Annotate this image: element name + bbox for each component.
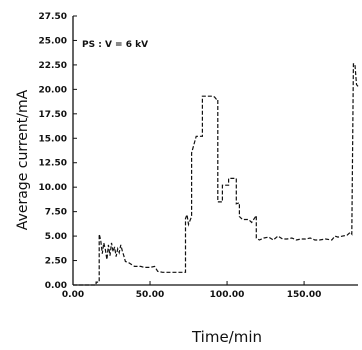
- y-tick-label: 27.50: [39, 12, 67, 22]
- series-line-0: [73, 63, 359, 286]
- y-tick-label: 17.50: [39, 110, 67, 120]
- x-axis-label: Time/min: [191, 328, 262, 346]
- y-tick-label: 2.50: [45, 257, 67, 267]
- x-ticks: 0.00 50.00 100.00 150.00: [62, 281, 322, 300]
- y-tick-label: 22.50: [39, 61, 67, 71]
- y-tick-label: 12.50: [39, 159, 67, 169]
- y-axis-label: Average current/mA: [15, 89, 31, 230]
- y-tick-label: 10.00: [39, 183, 67, 193]
- y-tick-label: 15.00: [39, 134, 67, 144]
- x-tick-label: 0.00: [62, 290, 84, 300]
- y-tick-label: 7.50: [45, 208, 67, 218]
- y-tick-label: 0.00: [45, 281, 67, 291]
- y-tick-label: 25.00: [39, 36, 67, 46]
- y-ticks: 0.00 2.50 5.00 7.50 10.00 12.50 15.00 17.50 20.0…: [39, 12, 77, 291]
- x-tick-label: 150.00: [287, 290, 322, 300]
- chart-annotation: PS : V = 6 kV: [82, 40, 148, 50]
- y-tick-label: 20.00: [39, 85, 67, 95]
- y-tick-label: 5.00: [45, 232, 67, 242]
- x-tick-label: 100.00: [210, 290, 245, 300]
- axes: [72, 16, 358, 286]
- x-tick-label: 50.00: [136, 290, 164, 300]
